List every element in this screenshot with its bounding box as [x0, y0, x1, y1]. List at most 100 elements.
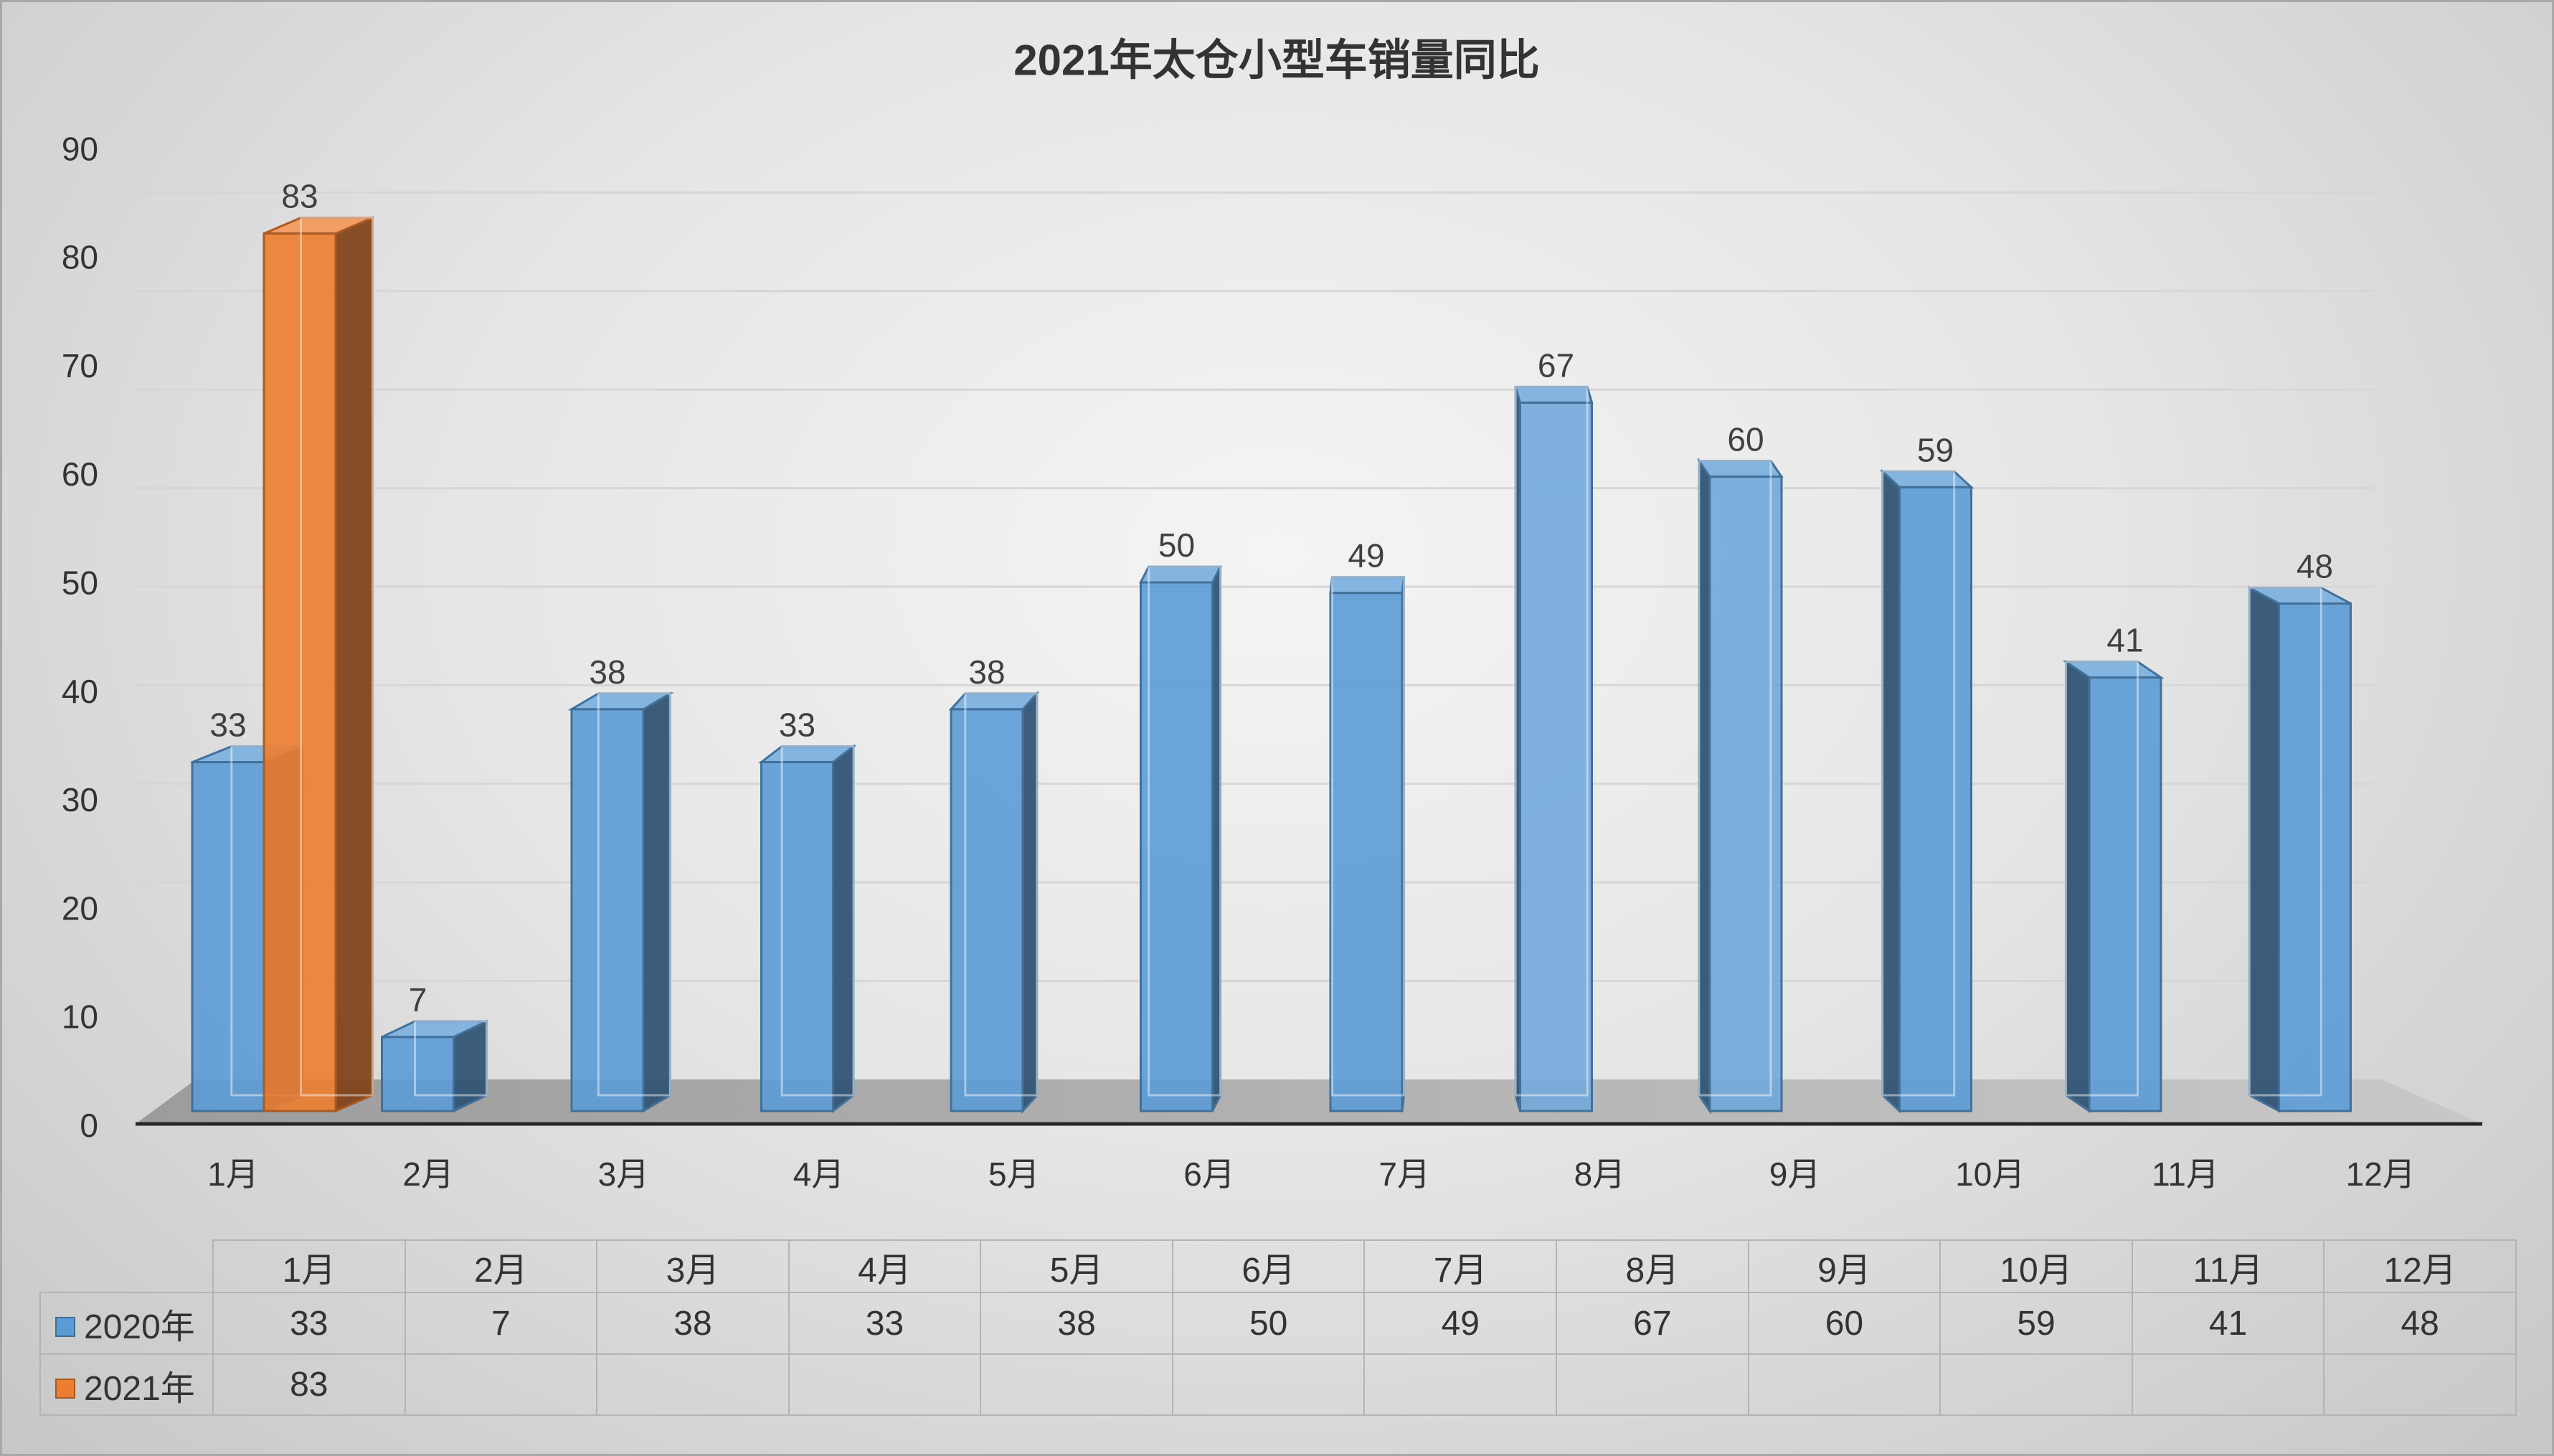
data-table-cell: 38	[596, 1292, 790, 1355]
x-tick-label: 11月	[2152, 1155, 2219, 1193]
bars	[191, 216, 2352, 1115]
data-table-cell: 50	[1171, 1292, 1366, 1355]
bar-side-face	[832, 744, 855, 1114]
x-tick-label: 5月	[988, 1155, 1040, 1193]
data-table-cell	[1747, 1353, 1941, 1416]
bar-front-face	[1708, 476, 1783, 1112]
bar-back-edge	[299, 217, 374, 1097]
x-axis-tick-labels: 1月 2月 3月 4月 5月 6月 7月 8月 9月 10月 11月 12月	[207, 1155, 2416, 1193]
bar-2020年-9月	[1697, 457, 1784, 1115]
bar-top-face	[1697, 460, 1784, 478]
data-table-cell	[788, 1353, 982, 1416]
bar-top-face	[1329, 576, 1406, 595]
x-tick-label: 10月	[1955, 1155, 2025, 1193]
data-table-cell	[1556, 1353, 1749, 1416]
legend-key-2020	[55, 1317, 75, 1338]
data-table-cell	[2323, 1353, 2517, 1416]
bar-2020年-7月	[1329, 576, 1406, 1112]
y-tick-label: 0	[80, 1107, 98, 1144]
bar-2020年-5月	[948, 690, 1040, 1114]
bar-front-face	[950, 708, 1024, 1112]
series-name-2021: 2021年	[84, 1369, 195, 1408]
bar-front-face	[760, 761, 834, 1112]
data-table-cell	[1939, 1353, 2133, 1416]
bar-top-face	[1514, 385, 1594, 404]
data-table-cell: 33	[212, 1292, 406, 1355]
data-table-header-cell: 12月	[2323, 1239, 2517, 1293]
bar-2020年-10月	[1879, 468, 1974, 1114]
bar-front-face	[381, 1036, 455, 1112]
data-label-2020年-5月: 38	[968, 653, 1005, 691]
bar-front-face	[1140, 581, 1214, 1112]
bar-2020年-12月	[2248, 585, 2352, 1113]
bar-front-face	[191, 761, 265, 1112]
data-table-row-2020: 2020年 33 7 38 33 38 50 49 67 60 59 41 48	[39, 1292, 2517, 1355]
gridlines	[133, 191, 2374, 983]
bar-back-edge	[1881, 470, 1956, 1097]
bar-2020年-2月	[381, 1019, 488, 1113]
bar-top-face	[1879, 470, 1974, 488]
bar-2020年-8月	[1514, 385, 1594, 1112]
data-label-2020年-2月: 7	[409, 981, 427, 1018]
data-table-header-cell: 1月	[212, 1239, 406, 1293]
bar-back-edge	[597, 692, 671, 1097]
bar-front-face	[2278, 602, 2352, 1112]
data-table-header-cell: 4月	[788, 1239, 982, 1293]
bar-2020年-4月	[758, 744, 857, 1114]
bar-side-face	[1881, 468, 1901, 1114]
bar-back-edge	[2248, 586, 2322, 1097]
bar-side-face	[1698, 457, 1711, 1115]
data-table-cell: 60	[1747, 1292, 1941, 1355]
data-table-cell: 67	[1556, 1292, 1749, 1355]
bar-back-edge	[1330, 576, 1405, 1097]
data-table-cell: 48	[2323, 1292, 2517, 1355]
data-table-header-cell: 6月	[1171, 1239, 1366, 1293]
data-label-2020年-4月: 33	[779, 706, 815, 744]
y-tick-label: 10	[62, 998, 98, 1036]
bar-front-face	[1898, 486, 1972, 1112]
bar-back-edge	[1148, 565, 1222, 1097]
bar-side-face	[2248, 585, 2280, 1113]
y-tick-label: 90	[62, 130, 98, 167]
bar-back-edge	[1514, 385, 1589, 1097]
bar-2020年-6月	[1139, 565, 1223, 1112]
bar-top-face	[1139, 565, 1223, 584]
data-table-cell	[980, 1353, 1173, 1416]
data-table-cell: 7	[404, 1292, 598, 1355]
y-axis-tick-labels: 0 10 20 30 40 50 60 70 80 90	[62, 130, 98, 1144]
bar-side-face	[642, 691, 671, 1113]
data-table-cell: 33	[788, 1292, 982, 1355]
data-label-2020年-1月: 33	[209, 706, 246, 744]
data-table-cell	[596, 1353, 790, 1416]
data-table-header-cell: 3月	[596, 1239, 790, 1293]
data-table-header-cell: 11月	[2131, 1239, 2325, 1293]
chart-title: 2021年太仓小型车销量同比	[1013, 37, 1539, 85]
data-label-2020年-12月: 48	[2297, 547, 2333, 585]
data-table-header-cell: 7月	[1363, 1239, 1558, 1293]
data-table-header-cell: 9月	[1747, 1239, 1941, 1293]
x-tick-label: 3月	[598, 1155, 650, 1193]
series-name-2020: 2020年	[84, 1308, 195, 1346]
data-label-2020年-11月: 41	[2106, 622, 2143, 659]
y-tick-label: 40	[62, 673, 98, 710]
data-label-2020年-9月: 60	[1727, 421, 1764, 458]
x-tick-label: 4月	[793, 1155, 845, 1193]
data-table-series-cell: 2020年	[39, 1292, 214, 1355]
y-tick-label: 70	[62, 347, 98, 384]
data-table-cell: 59	[1939, 1292, 2133, 1355]
data-label-2020年-10月: 59	[1917, 431, 1954, 468]
y-tick-label: 50	[62, 564, 98, 602]
x-tick-label: 12月	[2346, 1155, 2416, 1193]
data-table-header-cell: 5月	[980, 1239, 1173, 1293]
data-label-2020年-3月: 38	[589, 653, 625, 691]
bar-back-edge	[414, 1020, 488, 1097]
bar-front-face	[570, 708, 645, 1112]
bar-front-face	[263, 232, 337, 1112]
bar-back-edge	[2064, 661, 2139, 1097]
data-table-cell	[1363, 1353, 1558, 1416]
legend-key-2021	[55, 1378, 75, 1399]
bar-2021年-1月	[263, 216, 374, 1113]
data-table-header-cell: 10月	[1939, 1239, 2133, 1293]
y-tick-label: 60	[62, 455, 98, 493]
